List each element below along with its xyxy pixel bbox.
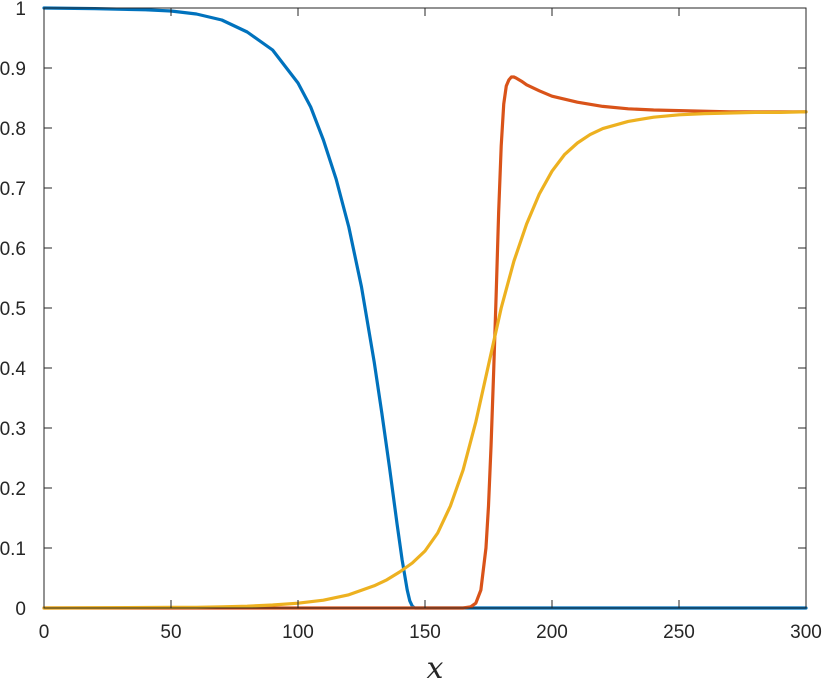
y-tick-label: 0.5 [0,299,26,320]
x-tick-label: 300 [790,622,822,643]
axes-box [43,7,807,609]
y-tick-label: 0.2 [0,479,26,500]
series-line-2 [42,75,808,610]
x-tick-label: 100 [282,622,314,643]
y-tick-label: 1 [15,0,26,20]
plot-area [42,6,808,610]
y-tick-label: 0.1 [0,539,26,560]
axes: 0 50 100 150 200 250 300 0 0.1 0.2 0.3 0.4 0.5 0.6 0.7… [0,0,822,643]
y-tick-label: 0.8 [0,119,26,140]
y-tick-label: 0.3 [0,419,26,440]
y-tick-label: 0 [15,599,26,620]
series-line-1 [42,6,808,610]
x-tick-label: 200 [536,622,568,643]
series-line-3 [42,110,808,610]
y-tick-label: 0.4 [0,359,26,380]
x-tick-label: 150 [409,622,441,643]
y-tick-label: 0.6 [0,239,26,260]
y-tick-label: 0.9 [0,59,26,80]
x-tick-label: 250 [663,622,695,643]
y-tick-label: 0.7 [0,179,26,200]
x-tick-label: 0 [39,622,50,643]
x-axis-label: x [427,651,444,681]
x-tick-label: 50 [160,622,181,643]
